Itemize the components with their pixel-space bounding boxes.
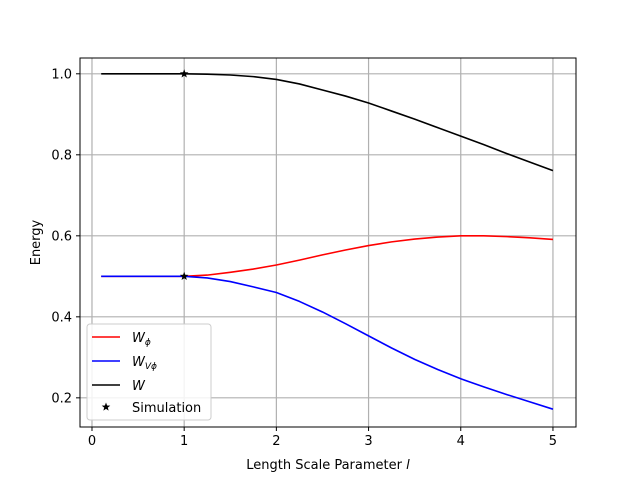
y-tick-label: 0.8: [51, 148, 72, 163]
series-lines: [101, 73, 554, 410]
legend-label-sub: ϕ: [145, 338, 151, 348]
x-tick-label: 3: [364, 434, 372, 449]
x-tick-label: 2: [272, 434, 280, 449]
series-line-0: [101, 235, 554, 278]
legend-label-2: W: [132, 379, 146, 394]
legend-label-main: W: [132, 331, 146, 346]
legend-label-simulation: Simulation: [132, 401, 201, 416]
x-tick-label: 5: [549, 434, 557, 449]
simulation-point: [179, 271, 189, 280]
simulation-point: [179, 69, 189, 78]
legend-label-main: W: [132, 355, 146, 370]
y-axis-label: Energy: [29, 219, 44, 265]
legend-box: [86, 323, 212, 421]
ticks: 0 1 2 3 4 5 0.2 0.4 0.6 0.8 1.0: [51, 67, 557, 449]
y-tick-label: 0.2: [51, 391, 72, 406]
legend-label-sub: Vϕ: [145, 362, 157, 372]
y-tick-label: 0.4: [51, 310, 72, 325]
x-tick-label: 1: [180, 434, 188, 449]
y-tick-label: 0.6: [51, 229, 72, 244]
legend-swatch-simulation: [101, 402, 111, 411]
x-axis-label-text: Length Scale Parameter: [246, 458, 402, 473]
x-tick-label: 0: [88, 434, 96, 449]
plot-frame: [79, 57, 577, 428]
series-line-1: [101, 275, 554, 410]
x-tick-label: 4: [457, 434, 465, 449]
legend-label-main: W: [132, 379, 146, 394]
y-tick-label: 1.0: [51, 67, 72, 82]
x-axis-label: Length Scale Parameter l: [246, 458, 410, 473]
legend-label-1: WVϕ: [132, 355, 157, 372]
simulation-markers: [179, 69, 189, 280]
series-line-2: [101, 73, 554, 172]
legend-label-0: Wϕ: [132, 331, 151, 348]
x-axis-label-var: l: [406, 458, 410, 473]
